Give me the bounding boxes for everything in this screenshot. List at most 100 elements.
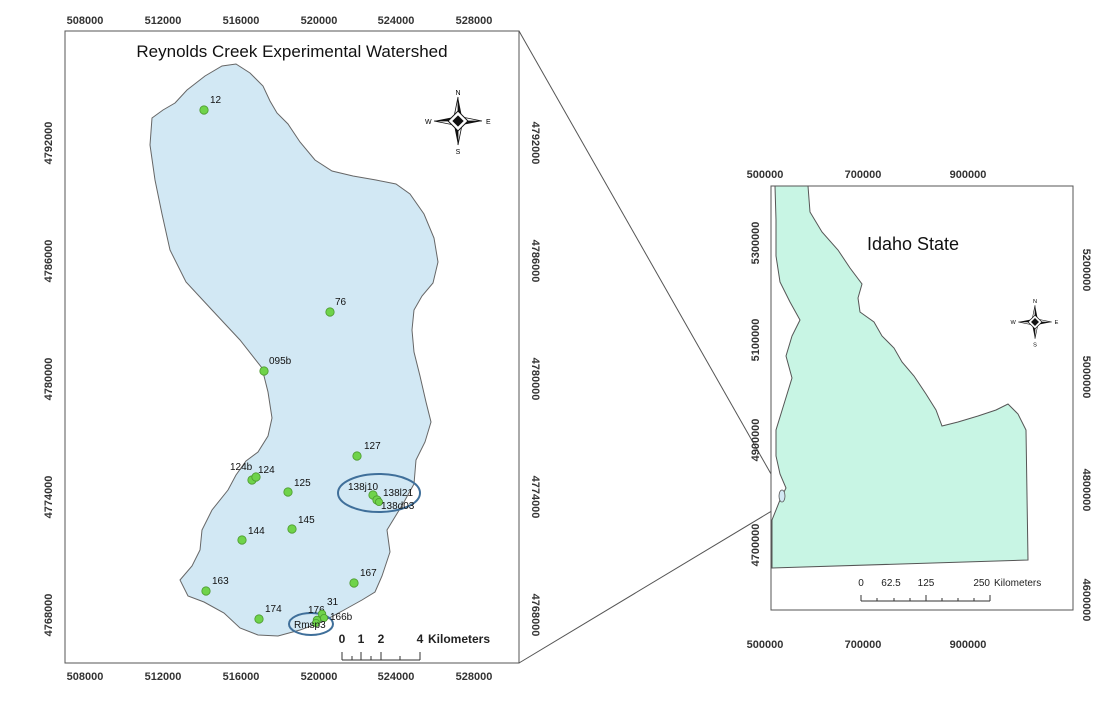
inset-x-axis-bottom: 500000 700000 900000 bbox=[747, 639, 987, 651]
station: 127 bbox=[352, 441, 381, 461]
x-tick-label: 524000 bbox=[378, 15, 415, 27]
station-label: 124 bbox=[258, 465, 275, 476]
station: Rmsp3 bbox=[294, 619, 326, 631]
station-dot bbox=[325, 307, 335, 317]
station-label: 163 bbox=[212, 576, 229, 587]
y-tick-label: 4780000 bbox=[529, 358, 541, 401]
watershed-boundary bbox=[149, 63, 439, 637]
zoom-connector bbox=[518, 30, 780, 489]
x-tick-label: 520000 bbox=[301, 671, 338, 683]
inset-x-axis-top: 500000 700000 900000 bbox=[747, 169, 987, 181]
x-tick-label: 528000 bbox=[456, 15, 493, 27]
station: 144 bbox=[237, 526, 265, 545]
y-tick-label: 5100000 bbox=[750, 319, 762, 362]
scale-tick-label: 4 bbox=[417, 632, 424, 646]
main-y-axis-right: 4792000 4786000 4780000 4774000 4768000 bbox=[529, 122, 541, 637]
station: 166b bbox=[319, 612, 353, 623]
y-tick-label: 5300000 bbox=[750, 222, 762, 265]
station-label: Rmsp3 bbox=[294, 620, 326, 631]
station-dot bbox=[319, 614, 328, 623]
idaho-state-outline bbox=[771, 185, 1029, 569]
station: 124 bbox=[251, 465, 275, 482]
station: 125 bbox=[283, 478, 311, 497]
y-tick-label: 4774000 bbox=[529, 476, 541, 519]
x-tick-label: 524000 bbox=[378, 671, 415, 683]
compass-n: N bbox=[455, 90, 460, 97]
station-cluster-circle bbox=[337, 473, 421, 513]
station-label: 145 bbox=[298, 515, 315, 526]
station-dot bbox=[374, 497, 383, 506]
station-dot bbox=[283, 487, 293, 497]
station-label: 127 bbox=[364, 441, 381, 452]
inset-y-axis-right: 5200000 5000000 4800000 4600000 bbox=[1080, 249, 1092, 622]
compass-w: W bbox=[425, 119, 432, 126]
scale-tick-label: 0 bbox=[858, 578, 864, 589]
x-tick-label: 900000 bbox=[950, 639, 987, 651]
y-tick-label: 4792000 bbox=[43, 122, 55, 165]
main-x-axis-top: 508000 512000 516000 520000 524000 52800… bbox=[67, 15, 493, 27]
x-tick-label: 520000 bbox=[301, 15, 338, 27]
station-dot bbox=[254, 614, 264, 624]
station: 174 bbox=[254, 604, 282, 624]
station-label: 167 bbox=[360, 568, 377, 579]
main-y-axis-left: 4792000 4786000 4780000 4774000 4768000 bbox=[43, 122, 55, 637]
scale-tick-label: 1 bbox=[358, 632, 365, 646]
compass-e: E bbox=[1055, 320, 1059, 326]
scale-tick-label: 0 bbox=[339, 632, 346, 646]
station-dot bbox=[349, 578, 359, 588]
station-label: 31 bbox=[327, 597, 339, 608]
station-label: 144 bbox=[248, 526, 265, 537]
station: 095b bbox=[259, 356, 292, 376]
station-label: 12 bbox=[210, 95, 222, 106]
station-markers: 12 76 095b 127 124b 124 125 138j10 138l2… bbox=[199, 95, 415, 631]
y-tick-label: 4900000 bbox=[750, 419, 762, 462]
compass-n: N bbox=[1033, 299, 1037, 305]
station-label: 138l21 bbox=[383, 488, 413, 499]
inset-map-title: Idaho State bbox=[867, 234, 959, 254]
station-label: 166b bbox=[330, 612, 353, 623]
scale-unit: Kilometers bbox=[428, 632, 490, 646]
y-tick-label: 4792000 bbox=[529, 122, 541, 165]
station-cluster-circle bbox=[288, 612, 334, 636]
station: 167 bbox=[349, 568, 377, 588]
station: 138d03 bbox=[374, 497, 415, 512]
station-label: 125 bbox=[294, 478, 311, 489]
scale-tick-label: 62.5 bbox=[881, 578, 901, 589]
compass-rose-icon: N S E W bbox=[425, 90, 491, 156]
y-tick-label: 4768000 bbox=[43, 594, 55, 637]
station: 145 bbox=[287, 515, 315, 534]
x-tick-label: 500000 bbox=[747, 169, 784, 181]
station-dot bbox=[201, 586, 211, 596]
y-tick-label: 4774000 bbox=[43, 476, 55, 519]
station: 76 bbox=[325, 297, 347, 317]
inset-scale-bar: 0 62.5 125 250 Kilometers bbox=[858, 578, 1041, 602]
x-tick-label: 508000 bbox=[67, 15, 104, 27]
station-label: 174 bbox=[265, 604, 282, 615]
scale-unit: Kilometers bbox=[994, 578, 1041, 589]
y-tick-label: 5000000 bbox=[1080, 356, 1092, 399]
compass-rose-icon: N S E W bbox=[1011, 299, 1059, 348]
x-tick-label: 512000 bbox=[145, 15, 182, 27]
x-tick-label: 508000 bbox=[67, 671, 104, 683]
station-label: 176 bbox=[308, 605, 325, 616]
station-dot bbox=[352, 451, 362, 461]
main-scale-bar: 0 1 2 4 Kilometers bbox=[339, 632, 490, 661]
station-dot bbox=[199, 105, 209, 115]
scale-tick-label: 250 bbox=[973, 578, 990, 589]
main-x-axis-bottom: 508000 512000 516000 520000 524000 52800… bbox=[67, 671, 493, 683]
station: 12 bbox=[199, 95, 222, 115]
station-dot bbox=[237, 535, 247, 545]
station-dot bbox=[287, 524, 297, 534]
station-dot bbox=[259, 366, 269, 376]
x-tick-label: 900000 bbox=[950, 169, 987, 181]
station: 163 bbox=[201, 576, 229, 596]
x-tick-label: 512000 bbox=[145, 671, 182, 683]
y-tick-label: 4780000 bbox=[43, 358, 55, 401]
station-label: 76 bbox=[335, 297, 347, 308]
x-tick-label: 516000 bbox=[223, 671, 260, 683]
compass-e: E bbox=[486, 119, 491, 126]
y-tick-label: 4786000 bbox=[43, 240, 55, 283]
compass-w: W bbox=[1011, 320, 1017, 326]
station-label: 138j10 bbox=[348, 482, 378, 493]
x-tick-label: 500000 bbox=[747, 639, 784, 651]
